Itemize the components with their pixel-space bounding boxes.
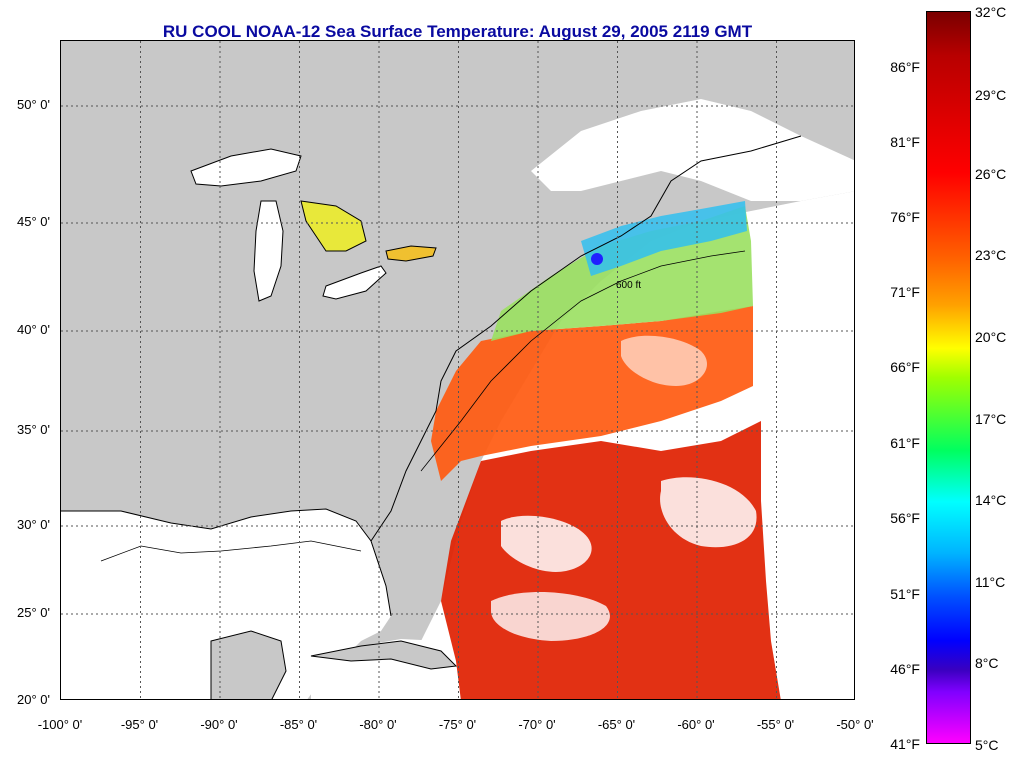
longitude-label: -70° 0' [518,717,556,732]
lake-huron [300,200,367,252]
colorbar-fahrenheit-label: 86°F [890,59,920,75]
latitude-label: 45° 0' [17,214,50,229]
latitude-label: 20° 0' [17,692,50,707]
lake-michigan [253,200,284,302]
colorbar-celsius-label: 5°C [975,737,999,753]
isobath-label: 600 ft [616,280,641,291]
cloud-gap-2 [621,335,707,386]
lake-erie [322,265,387,300]
temperature-colorbar [926,11,971,744]
colorbar-celsius-label: 32°C [975,4,1007,20]
sst-swath-cyan-blue [581,201,747,276]
latitude-label: 30° 0' [17,517,50,532]
longitude-label: -75° 0' [438,717,477,732]
lake-superior [190,148,302,187]
longitude-label: -90° 0' [200,717,238,732]
longitude-label: -50° 0' [836,717,874,732]
colorbar-fahrenheit-label: 71°F [890,284,920,300]
colorbar-fahrenheit-label: 41°F [890,736,920,752]
colorbar-celsius-label: 17°C [975,411,1007,427]
latitude-label: 40° 0' [17,322,50,337]
longitude-label: -95° 0' [120,717,159,732]
colorbar-fahrenheit-label: 56°F [890,510,920,526]
longitude-label: -80° 0' [359,717,397,732]
colorbar-fahrenheit-label: 76°F [890,209,920,225]
colorbar-celsius-label: 8°C [975,655,999,671]
latitude-label: 25° 0' [17,605,50,620]
longitude-label: -55° 0' [756,717,795,732]
longitude-label: -85° 0' [279,717,318,732]
colorbar-fahrenheit-label: 51°F [890,586,920,602]
colorbar-celsius-label: 11°C [975,574,1006,590]
sst-map: 600 ft [60,40,855,700]
colorbar-fahrenheit-label: 46°F [890,661,920,677]
colorbar-fahrenheit-label: 81°F [890,134,920,150]
cold-spot [591,253,603,265]
longitude-label: -100° 0' [37,717,83,732]
colorbar-celsius-label: 23°C [975,247,1007,263]
gulf-of-st-lawrence [531,99,854,201]
cuba [310,640,458,670]
longitude-label: -60° 0' [677,717,715,732]
colorbar-celsius-label: 26°C [975,166,1007,182]
latitude-label: 35° 0' [17,422,50,437]
lake-ontario [385,245,437,262]
sst-swath-red-south [441,421,781,699]
cloud-gap-1 [501,515,592,572]
east-coastline [370,135,802,542]
colorbar-celsius-label: 29°C [975,87,1007,103]
cloud-gap-3 [660,477,757,548]
cloud-gap-4 [491,591,610,641]
colorbar-celsius-label: 14°C [975,492,1007,508]
gulf-coastline [61,508,392,617]
colorbar-fahrenheit-label: 61°F [890,435,920,451]
yucatan [210,630,287,699]
map-title: RU COOL NOAA-12 Sea Surface Temperature:… [162,22,753,41]
longitude-label: -65° 0' [597,717,636,732]
gulf-of-mexico [61,509,391,699]
colorbar-celsius-label: 20°C [975,329,1007,345]
graticule [61,41,854,699]
colorbar-fahrenheit-label: 66°F [890,359,920,375]
latitude-label: 50° 0' [17,97,50,112]
